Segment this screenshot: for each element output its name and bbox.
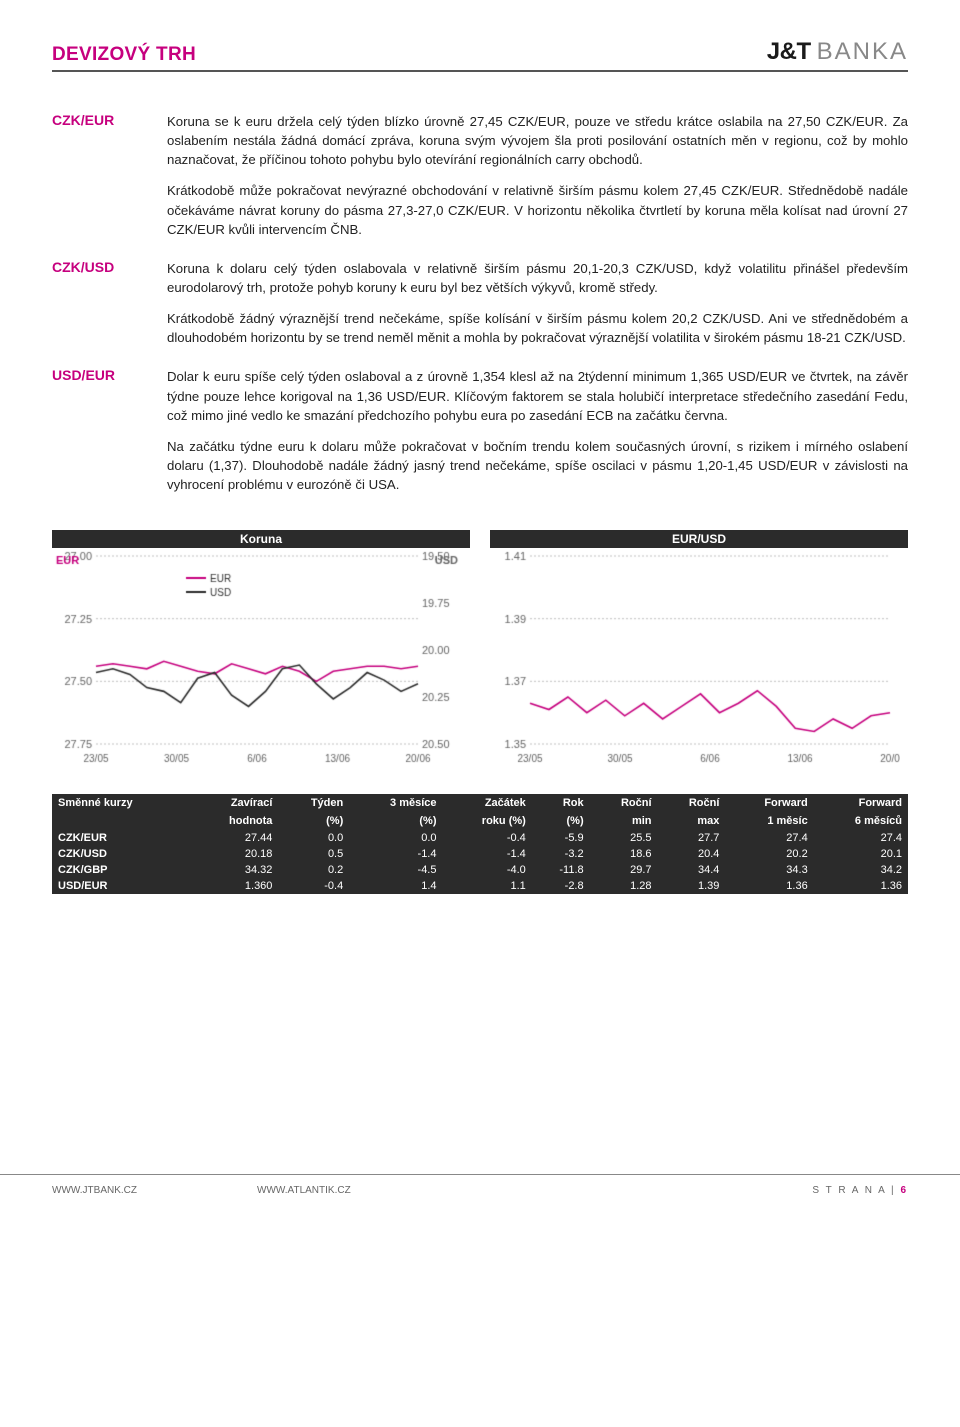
chart-eurusd-title: EUR/USD [490,530,908,548]
brand-logo: J&T BANKA [767,38,908,66]
section-label: CZK/USD [52,259,167,360]
table-row: CZK/USD20.180.5-1.4-1.4-3.218.620.420.22… [52,846,908,862]
chart-koruna: Koruna [52,530,470,768]
chart-koruna-title: Koruna [52,530,470,548]
footer-strana: S T R A N A [812,1185,886,1196]
section-body: Koruna se k euru držela celý týden blízk… [167,112,908,251]
section-label: USD/EUR [52,367,167,506]
table-row: USD/EUR1.360-0.41.41.1-2.81.281.391.361.… [52,878,908,894]
section-body: Dolar k euru spíše celý týden oslaboval … [167,367,908,506]
rates-table-wrap: Směnné kurzyZavíracíTýden3 měsíceZačátek… [52,794,908,894]
table-row: CZK/GBP34.320.2-4.5-4.0-11.829.734.434.3… [52,862,908,878]
page-footer: WWW.JTBANK.CZ WWW.ATLANTIK.CZ S T R A N … [0,1174,960,1224]
footer-link-jtbank: WWW.JTBANK.CZ [52,1185,137,1196]
table-row: CZK/EUR27.440.00.0-0.4-5.925.527.727.427… [52,830,908,846]
footer-page-number: 6 [900,1185,908,1196]
rates-table: Směnné kurzyZavíracíTýden3 měsíceZačátek… [52,794,908,894]
section-label: CZK/EUR [52,112,167,251]
page-title: DEVIZOVÝ TRH [52,44,196,66]
brand-banka: BANKA [817,38,908,66]
section-body: Koruna k dolaru celý týden oslabovala v … [167,259,908,360]
footer-link-atlantik: WWW.ATLANTIK.CZ [257,1185,351,1196]
header-rule [52,70,908,72]
chart-eurusd: EUR/USD [490,530,908,768]
brand-jt: J&T [767,38,811,66]
